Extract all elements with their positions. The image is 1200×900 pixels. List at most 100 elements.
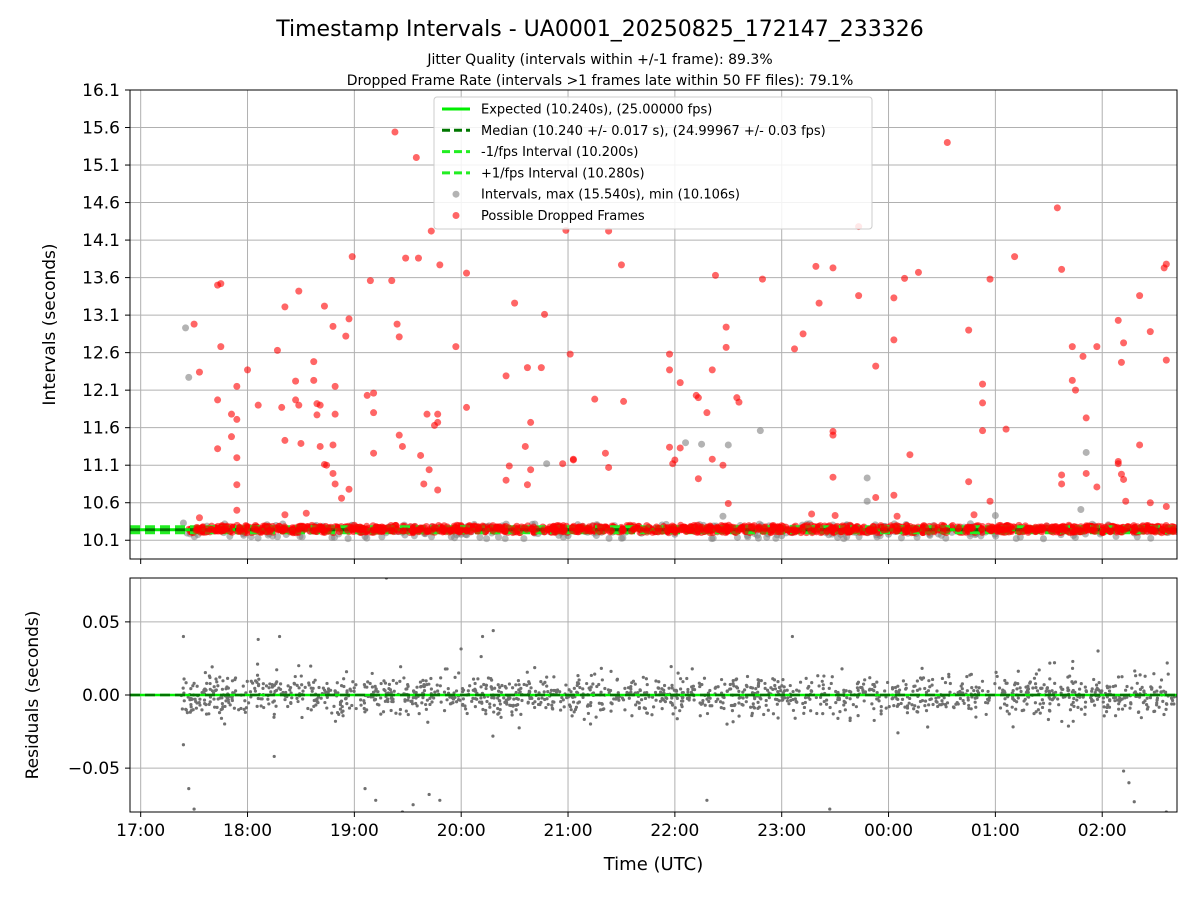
- residual-point: [390, 699, 395, 703]
- residual-point: [471, 688, 475, 692]
- residual-point: [339, 684, 344, 688]
- residual-point: [181, 634, 186, 639]
- residual-point: [1113, 684, 1118, 688]
- dropped-frame-point: [996, 526, 1004, 534]
- residual-point: [777, 699, 781, 703]
- chart-subtitle-dropped: Dropped Frame Rate (intervals >1 frames …: [347, 73, 854, 89]
- dropped-frame-point: [943, 526, 951, 534]
- dropped-frame-point: [436, 527, 444, 535]
- residual-point: [920, 699, 925, 703]
- residual-point: [555, 688, 560, 692]
- residual-point: [1084, 689, 1089, 694]
- residual-point: [1155, 698, 1159, 702]
- dropped-frame-point: [331, 382, 339, 390]
- x-tick-label: 18:00: [223, 821, 272, 841]
- residual-point: [867, 688, 872, 692]
- residual-point: [212, 685, 216, 689]
- residual-point: [484, 686, 488, 691]
- residual-point: [916, 705, 920, 709]
- residual-point: [301, 697, 305, 701]
- interval-point: [897, 534, 905, 542]
- dropped-frame-point: [415, 526, 423, 534]
- dropped-frame-point: [831, 511, 839, 519]
- residual-point: [1033, 701, 1037, 705]
- residual-point: [974, 705, 978, 709]
- residual-point: [1072, 696, 1076, 701]
- residual-point: [488, 705, 492, 709]
- residual-point: [1071, 700, 1075, 704]
- residual-point: [930, 683, 934, 687]
- residual-point: [609, 701, 613, 705]
- residual-point: [330, 711, 334, 715]
- residual-point: [1138, 673, 1142, 677]
- dropped-frame-point: [301, 524, 309, 532]
- residual-point: [1108, 685, 1112, 689]
- residual-point: [509, 703, 513, 708]
- y-tick-label: 10.1: [82, 531, 120, 551]
- residual-point: [1113, 699, 1117, 703]
- residual-point: [595, 684, 599, 689]
- residual-point: [402, 676, 406, 680]
- dropped-frame-point: [345, 485, 353, 493]
- residual-point: [1129, 701, 1133, 705]
- residual-point: [398, 712, 402, 716]
- residual-point: [497, 711, 501, 715]
- residual-point: [309, 664, 313, 668]
- residual-point: [1117, 707, 1121, 711]
- residual-point: [1056, 697, 1060, 701]
- residual-point: [879, 712, 883, 716]
- residual-point: [756, 690, 760, 694]
- residual-point: [948, 681, 952, 686]
- residual-point: [1133, 669, 1137, 673]
- residual-point: [354, 706, 358, 711]
- residual-point: [586, 703, 590, 707]
- dropped-frame-point: [1120, 475, 1128, 483]
- residual-point: [184, 681, 188, 685]
- residual-point: [498, 685, 502, 689]
- residual-point: [493, 686, 497, 690]
- residual-point: [424, 679, 428, 683]
- residual-point: [319, 696, 323, 700]
- residual-point: [293, 674, 297, 679]
- interval-point: [605, 534, 613, 542]
- residual-point: [1071, 659, 1075, 664]
- residual-point: [439, 700, 443, 704]
- residual-point: [716, 697, 720, 701]
- residual-point: [1005, 703, 1009, 707]
- dropped-frame-point: [906, 451, 914, 459]
- residual-point: [198, 703, 202, 707]
- dropped-frame-point: [1074, 525, 1082, 533]
- dropped-frame-point: [502, 476, 510, 484]
- residual-point: [658, 699, 663, 703]
- residual-point: [230, 679, 235, 683]
- dropped-frame-point: [703, 409, 711, 417]
- residual-point: [246, 701, 251, 705]
- residual-point: [797, 689, 801, 693]
- residual-point: [808, 697, 812, 701]
- residual-point: [921, 676, 926, 680]
- residual-point: [248, 690, 253, 694]
- dropped-frame-point: [292, 377, 300, 385]
- residual-point: [1078, 695, 1082, 699]
- residual-point: [1067, 688, 1071, 692]
- residual-point: [438, 798, 442, 802]
- residual-point: [411, 803, 415, 807]
- dropped-frame-point: [388, 277, 396, 285]
- residual-point: [707, 699, 711, 704]
- residual-point: [562, 705, 566, 709]
- residual-point: [253, 689, 257, 693]
- residual-point: [675, 696, 679, 700]
- residual-point: [484, 708, 488, 713]
- residual-point: [821, 683, 825, 687]
- residual-point: [352, 689, 356, 693]
- residual-point: [900, 697, 905, 701]
- residual-point: [721, 701, 725, 705]
- residual-point: [351, 680, 355, 684]
- residual-point: [459, 647, 463, 651]
- dropped-frame-point: [619, 527, 627, 535]
- residual-point: [187, 787, 191, 791]
- residual-point: [481, 707, 485, 712]
- residual-point: [1040, 698, 1044, 702]
- residual-point: [757, 681, 761, 685]
- dropped-frame-point: [463, 403, 471, 411]
